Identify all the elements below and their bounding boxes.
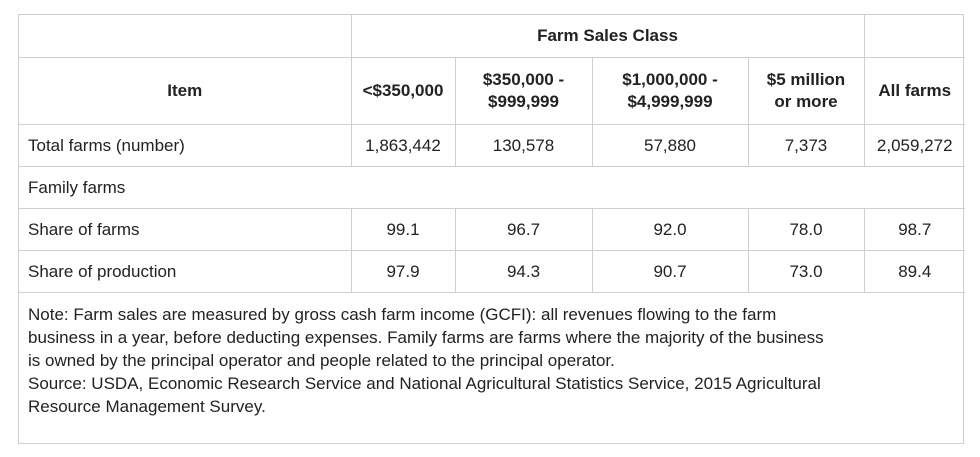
- column-header-row: Item <$350,000 $350,000 - $999,999 $1,000…: [19, 57, 965, 125]
- column-header-all-farms: All farms: [863, 57, 965, 125]
- table-cell: 130,578: [454, 124, 593, 167]
- column-header-item: Item: [19, 57, 352, 125]
- table-row: Share of production 97.9 94.3 90.7 73.0 …: [19, 250, 965, 293]
- table-cell: 57,880: [591, 124, 749, 167]
- row-label: Share of farms: [19, 208, 352, 251]
- column-header-1m-4-999m: $1,000,000 - $4,999,999: [591, 57, 749, 125]
- row-label: Share of production: [19, 250, 352, 293]
- source-line: Source: USDA, Economic Research Service …: [28, 374, 821, 393]
- table-cell: 99.1: [350, 208, 456, 251]
- farm-sales-table-container: Farm Sales Class Item <$350,000 $350,000…: [18, 14, 965, 444]
- table-note: Note: Farm sales are measured by gross c…: [19, 292, 965, 428]
- table-cell: 90.7: [591, 250, 749, 293]
- section-label-family-farms: Family farms: [19, 166, 965, 209]
- table-cell: 2,059,272: [863, 124, 965, 167]
- column-header-350k-999k: $350,000 - $999,999: [454, 57, 593, 125]
- row-label: Total farms (number): [19, 124, 352, 167]
- group-header-row: Farm Sales Class: [19, 15, 965, 58]
- table-cell: 1,863,442: [350, 124, 456, 167]
- group-header-farm-sales-class: Farm Sales Class: [350, 15, 865, 58]
- group-header-spacer: [19, 15, 352, 58]
- source-line: Resource Management Survey.: [28, 397, 266, 416]
- table-cell: 89.4: [863, 250, 965, 293]
- column-header-under-350k: <$350,000: [350, 57, 456, 125]
- table-cell: 73.0: [747, 250, 865, 293]
- group-header-spacer-right: [863, 15, 965, 58]
- note-line: is owned by the principal operator and p…: [28, 351, 615, 370]
- table-row: Share of farms 99.1 96.7 92.0 78.0 98.7: [19, 208, 965, 251]
- table-cell: 96.7: [454, 208, 593, 251]
- table-cell: 92.0: [591, 208, 749, 251]
- table-cell: 78.0: [747, 208, 865, 251]
- table-cell: 98.7: [863, 208, 965, 251]
- note-row: Note: Farm sales are measured by gross c…: [19, 292, 965, 428]
- section-row: Family farms: [19, 166, 965, 209]
- note-line: Note: Farm sales are measured by gross c…: [28, 305, 777, 324]
- table-row: Total farms (number) 1,863,442 130,578 5…: [19, 124, 965, 167]
- farm-sales-table: Farm Sales Class Item <$350,000 $350,000…: [19, 15, 965, 428]
- table-cell: 94.3: [454, 250, 593, 293]
- note-line: business in a year, before deducting exp…: [28, 328, 824, 347]
- column-header-5m-or-more: $5 million or more: [747, 57, 865, 125]
- table-cell: 97.9: [350, 250, 456, 293]
- table-cell: 7,373: [747, 124, 865, 167]
